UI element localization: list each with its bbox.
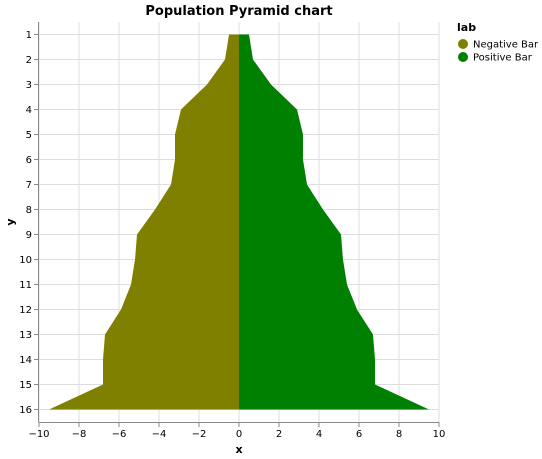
y-axis-title: y	[4, 218, 17, 225]
x-tick-label: −6	[112, 429, 127, 440]
legend-symbol	[458, 39, 468, 49]
legend-symbol	[458, 52, 468, 62]
y-tick-label: 13	[19, 330, 32, 341]
legend-label: Positive Bar	[473, 53, 533, 64]
y-tick-label: 4	[26, 105, 32, 116]
y-tick-label: 16	[19, 405, 32, 416]
x-tick-label: −8	[72, 429, 87, 440]
y-tick-label: 3	[26, 80, 32, 91]
plot-areas	[49, 34, 429, 410]
y-tick-label: 1	[26, 30, 32, 41]
axes: −10 −8 −6 −4 −2 0 2 4 6 8 101234567891011121314151…	[19, 22, 445, 440]
legend-label: Negative Bar	[473, 40, 539, 51]
x-tick-label: −10	[28, 429, 49, 440]
area-negative-bar	[49, 34, 239, 410]
x-tick-label: 2	[276, 429, 282, 440]
y-tick-label: 15	[19, 380, 32, 391]
x-tick-label: 4	[316, 429, 322, 440]
x-tick-label: −2	[192, 429, 207, 440]
area-positive-bar	[239, 34, 429, 410]
x-tick-label: −4	[152, 429, 167, 440]
x-axis-title: x	[235, 443, 242, 456]
legend: lab Negative Bar Positive Bar	[457, 21, 539, 64]
chart-title: Population Pyramid chart	[145, 4, 332, 19]
legend-title: lab	[457, 21, 476, 34]
y-tick-label: 5	[26, 130, 32, 141]
y-tick-label: 10	[19, 255, 32, 266]
y-tick-label: 9	[26, 230, 32, 241]
y-tick-label: 12	[19, 305, 32, 316]
x-tick-label: 0	[236, 429, 242, 440]
y-tick-label: 7	[26, 180, 32, 191]
y-tick-label: 11	[19, 280, 32, 291]
x-tick-label: 10	[433, 429, 446, 440]
x-tick-label: 6	[356, 429, 362, 440]
y-tick-label: 2	[26, 55, 32, 66]
y-tick-label: 6	[26, 155, 32, 166]
y-tick-label: 8	[26, 205, 32, 216]
y-tick-label: 14	[19, 355, 32, 366]
x-tick-label: 8	[396, 429, 402, 440]
